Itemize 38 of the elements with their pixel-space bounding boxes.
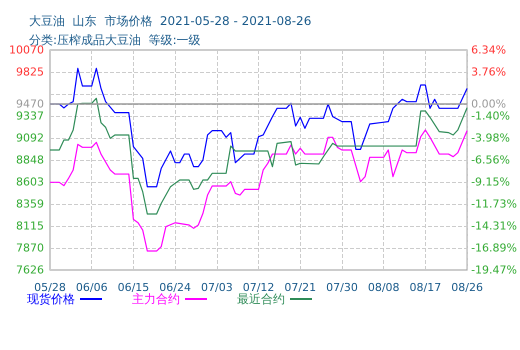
y2-tick-label: 0.00%	[471, 98, 506, 111]
y-tick-label: 9092	[16, 132, 44, 145]
x-tick-label: 05/28	[34, 281, 66, 294]
y2-tick-label: -3.98%	[471, 131, 510, 144]
y2-tick-label: -19.47%	[471, 264, 518, 276]
y-tick-label: 9470	[16, 98, 44, 111]
y-tick-label: 7626	[16, 264, 44, 276]
y-tick-label: 8115	[16, 219, 44, 232]
chart-title: 大豆油 山东 市场价格 2021-05-28 - 2021-08-26	[29, 14, 312, 28]
y-tick-label: 7870	[16, 242, 44, 255]
y2-tick-label: -1.40%	[471, 109, 510, 122]
y2-tick-label: 3.76%	[471, 65, 506, 78]
x-tick-label: 06/15	[118, 281, 150, 294]
x-tick-label: 08/26	[451, 281, 483, 294]
y2-tick-label: -16.89%	[471, 242, 518, 255]
x-tick-label: 06/24	[159, 281, 191, 294]
y-tick-label: 8359	[16, 198, 44, 211]
line-series	[49, 129, 468, 252]
legend-label: 现货价格	[27, 292, 75, 306]
y-tick-label: 8848	[16, 154, 44, 166]
y2-tick-label: -14.31%	[471, 220, 518, 233]
y-tick-label: 9825	[16, 66, 44, 79]
y2-tick-label: -9.15%	[471, 176, 510, 189]
x-tick-label: 08/08	[368, 281, 400, 294]
y2-tick-label: -11.73%	[471, 198, 518, 211]
y2-tick-label: 6.34%	[471, 44, 506, 56]
y-tick-label: 9337	[16, 109, 44, 122]
x-tick-label: 07/03	[200, 281, 233, 294]
x-tick-label: 07/21	[284, 281, 316, 294]
x-tick-label: 07/12	[242, 281, 274, 294]
y2-tick-label: -6.56%	[471, 153, 510, 166]
line-series	[49, 98, 468, 215]
y-tick-label: 8603	[16, 176, 44, 189]
legend-label: 主力合约	[132, 292, 180, 306]
x-tick-label: 07/30	[326, 281, 358, 294]
x-tick-label: 06/06	[76, 281, 108, 294]
legend-label: 最近合约	[237, 292, 285, 306]
x-tick-label: 08/17	[410, 281, 442, 294]
